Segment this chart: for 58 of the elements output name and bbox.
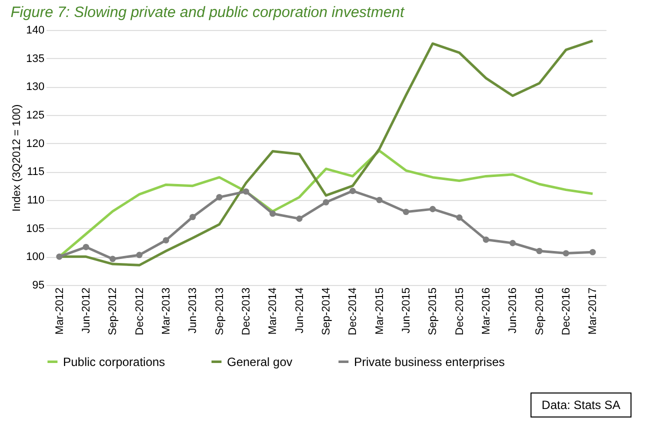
x-tick-label: Sep-2013	[214, 288, 226, 336]
y-tick-label: 140	[26, 24, 44, 36]
y-tick-label: 100	[26, 251, 44, 264]
x-tick-label: Jun-2015	[400, 288, 412, 334]
point	[242, 188, 250, 195]
point	[482, 236, 490, 243]
x-tick-label: Mar-2013	[160, 288, 172, 335]
y-tick-label: 95	[32, 280, 44, 292]
x-tick-label: Dec-2013	[240, 288, 252, 336]
point	[536, 248, 542, 254]
point	[216, 194, 222, 200]
x-tick-label: Mar-2016	[480, 288, 492, 335]
point	[456, 214, 462, 221]
point	[562, 250, 570, 256]
y-tick-label: 105	[26, 222, 44, 235]
y-tick-label: 130	[26, 81, 44, 94]
point	[510, 240, 516, 246]
legend-label: Public corporations	[63, 354, 166, 369]
x-tick-label: Jun-2013	[187, 288, 200, 334]
legend-label: Private business enterprises	[354, 354, 505, 369]
point	[162, 237, 170, 244]
text: Data: Stats SA	[542, 398, 620, 412]
y-tick-label: 120	[26, 138, 44, 150]
x-tick-label: Dec-2016	[560, 288, 572, 336]
y-axis-title: Index (3Q2012 = 100)	[11, 104, 24, 212]
x-tick-label: Mar-2014	[267, 288, 280, 335]
point	[350, 188, 356, 194]
x-tick-label: Sep-2014	[320, 288, 332, 336]
x-tick-label: Jun-2016	[507, 288, 520, 334]
y-tick-label: 115	[26, 166, 44, 178]
y-tick-label: 135	[26, 52, 44, 65]
point	[270, 210, 276, 217]
point	[56, 254, 62, 260]
point	[402, 208, 410, 216]
point	[322, 199, 330, 206]
x-tick-label: Mar-2017	[587, 288, 600, 335]
point	[110, 256, 116, 262]
point	[430, 206, 436, 212]
chart-title: Figure 7: Slowing private and public corporation investment	[10, 4, 406, 21]
x-tick-label: Sep-2012	[107, 288, 120, 336]
point	[136, 252, 142, 258]
x-tick-label: Sep-2015	[427, 288, 440, 336]
x-tick-label: Jun-2014	[294, 288, 306, 334]
x-tick-label: Mar-2015	[374, 288, 386, 335]
x-tick-label: Dec-2014	[347, 288, 360, 336]
point	[590, 248, 596, 256]
x-tick-label: Mar-2012	[54, 288, 66, 335]
point	[296, 216, 302, 222]
point	[376, 196, 382, 204]
x-tick-label: Sep-2016	[534, 288, 546, 336]
x-tick-label: Jun-2012	[80, 288, 92, 334]
point	[82, 244, 90, 250]
x-tick-label: Dec-2015	[454, 288, 466, 336]
y-tick-label: 110	[26, 194, 44, 206]
x-tick-label: Dec-2012	[134, 288, 146, 336]
point	[190, 214, 196, 220]
y-tick-label: 125	[26, 110, 44, 122]
legend-label: General gov	[227, 354, 292, 369]
